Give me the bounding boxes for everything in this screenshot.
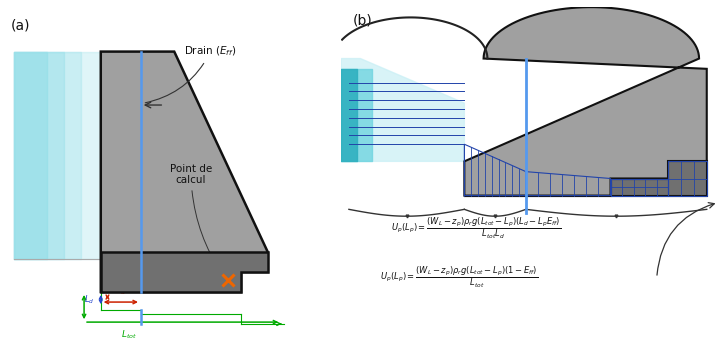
Text: $L_d$: $L_d$ bbox=[84, 293, 95, 306]
Polygon shape bbox=[101, 52, 268, 292]
Text: $L_d$: $L_d$ bbox=[115, 285, 126, 297]
Polygon shape bbox=[465, 161, 707, 196]
Text: $U_p(L_p) = \dfrac{(W_L - z_p)\rho_r g(L_{tot} - L_p)(L_d - L_p E_{ff})}{L_{tot}: $U_p(L_p) = \dfrac{(W_L - z_p)\rho_r g(L… bbox=[391, 216, 561, 241]
Polygon shape bbox=[465, 7, 707, 196]
Text: $U_p(L_p) = \dfrac{(W_L - z_p)\rho_r g(L_{tot} - L_p)(1 - E_{ff})}{L_{tot}}$: $U_p(L_p) = \dfrac{(W_L - z_p)\rho_r g(L… bbox=[380, 265, 538, 290]
Text: $L_{tot}$: $L_{tot}$ bbox=[121, 329, 137, 341]
Text: (b): (b) bbox=[353, 14, 372, 28]
Text: Point de
calcul: Point de calcul bbox=[170, 164, 222, 274]
Text: Drain ($E_{ff}$): Drain ($E_{ff}$) bbox=[145, 45, 237, 103]
Polygon shape bbox=[101, 252, 268, 292]
Text: (a): (a) bbox=[11, 18, 30, 32]
Polygon shape bbox=[341, 59, 465, 161]
